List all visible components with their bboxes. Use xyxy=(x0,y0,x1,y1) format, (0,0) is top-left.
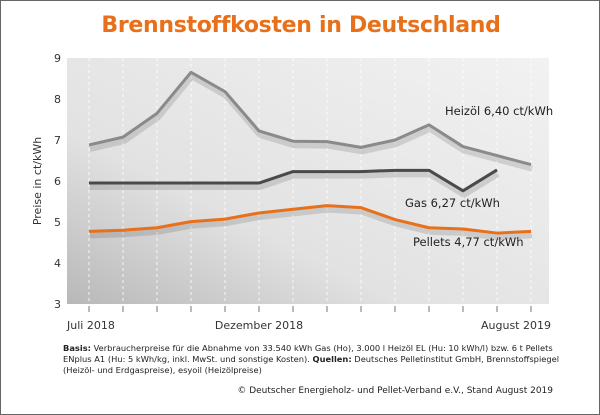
series-shadow xyxy=(89,72,533,172)
line-chart: Preise in ct/kWh 3 4 5 6 7 8 9 Juli 2018 Dezembe… xyxy=(31,52,553,332)
basis-label: Basis: xyxy=(63,343,91,353)
series-line-pellets xyxy=(88,204,532,235)
basis-text: Verbraucherpreise für die Abnahme von 33… xyxy=(63,343,553,364)
series-line-gas xyxy=(89,168,498,193)
y-tick-label: 9 xyxy=(54,52,61,65)
plot-area xyxy=(67,58,549,304)
sources-text: Deutsches Pelletinstitut GmbH, Brennstof… xyxy=(63,354,560,375)
chart-title: Brennstoffkosten in Deutschland xyxy=(101,13,501,38)
series-shadow xyxy=(89,206,533,241)
y-tick-label: 6 xyxy=(54,175,61,188)
series-label: Heizöl 6,40 ct/kWh xyxy=(445,104,553,118)
series-shadow xyxy=(90,171,500,199)
y-tick-label: 5 xyxy=(54,216,61,229)
series-label: Pellets 4,77 ct/kWh xyxy=(413,235,524,249)
y-axis-label: Preise in ct/kWh xyxy=(31,137,44,225)
y-tick-label: 3 xyxy=(54,298,61,311)
x-tick-label: August 2019 xyxy=(481,319,551,332)
x-tick-label: Dezember 2018 xyxy=(215,319,303,332)
y-tick-label: 8 xyxy=(54,93,61,106)
footnote: Basis: Verbraucherpreise für die Abnahme… xyxy=(63,343,563,376)
series-label: Gas 6,27 ct/kWh xyxy=(405,196,500,210)
copyright: © Deutscher Energieholz- und Pellet-Verb… xyxy=(237,386,553,396)
y-tick-label: 4 xyxy=(54,257,61,270)
series-line-heizöl xyxy=(88,70,532,167)
y-tick-label: 7 xyxy=(54,134,61,147)
x-tick-label: Juli 2018 xyxy=(66,319,115,332)
sources-label: Quellen: xyxy=(312,354,352,364)
